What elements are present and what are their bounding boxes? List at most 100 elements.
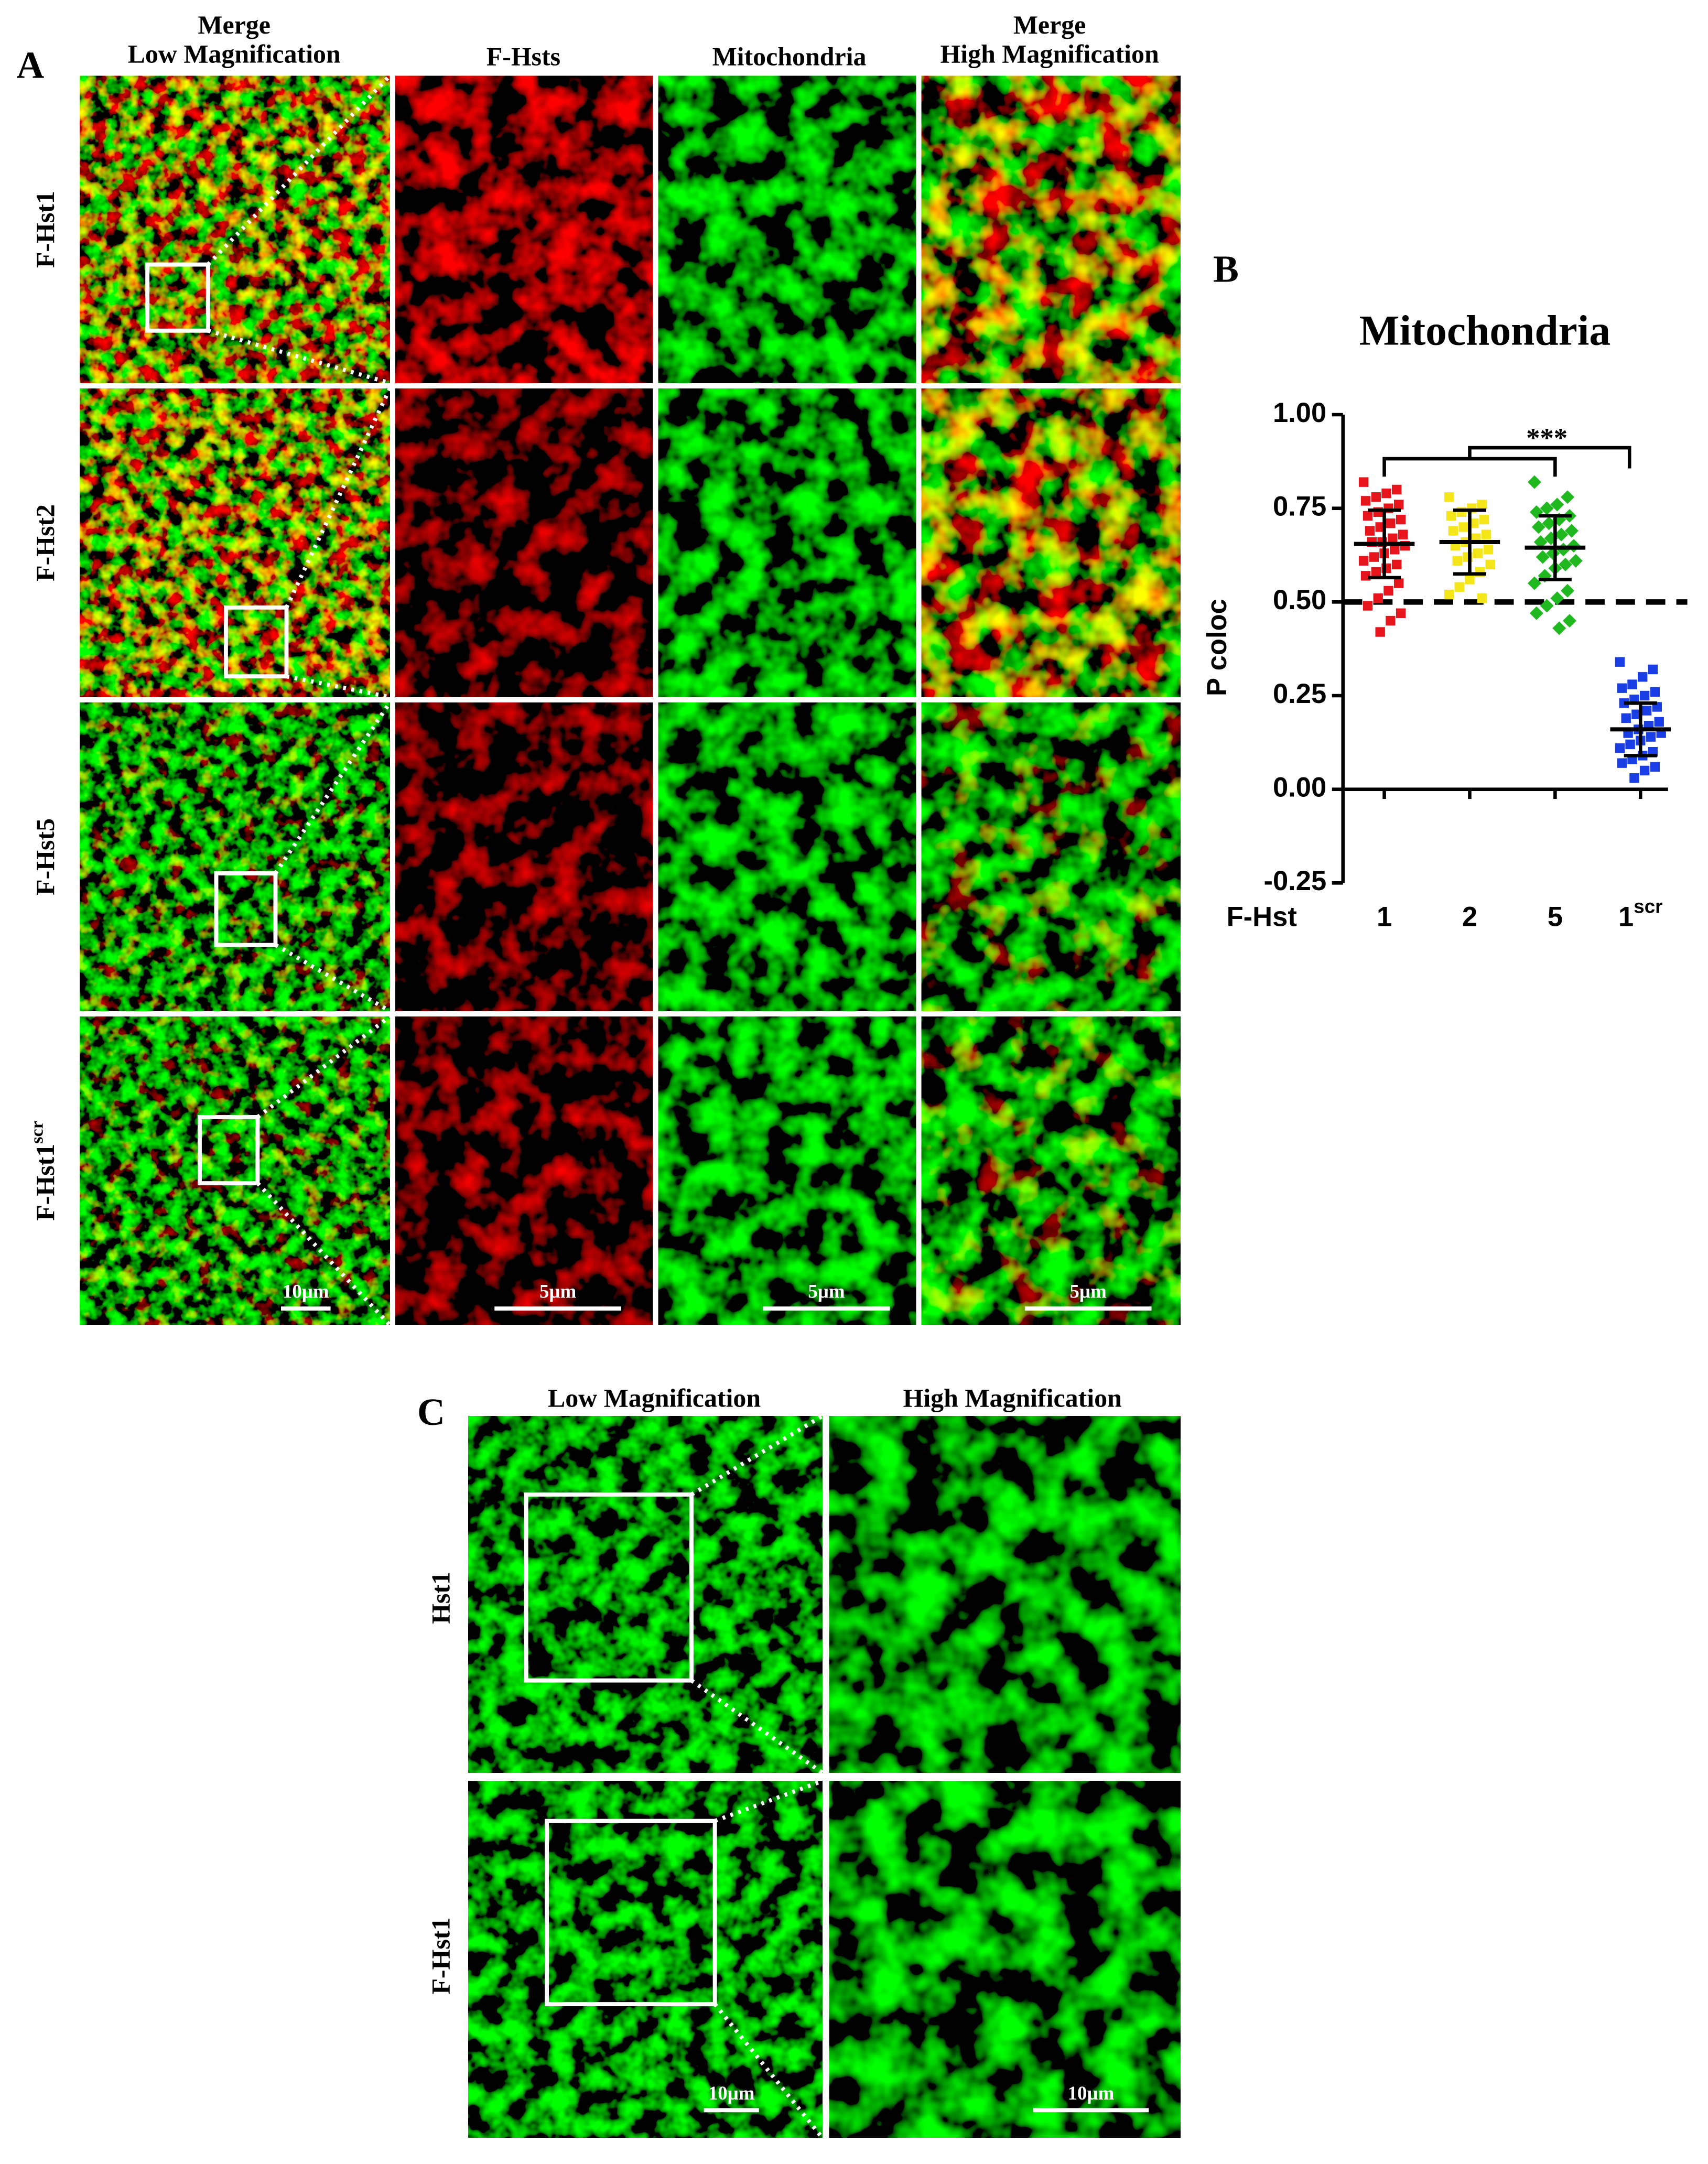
data-point — [1560, 583, 1575, 598]
data-point — [1481, 529, 1491, 539]
significance-label: *** — [1526, 423, 1568, 453]
zoom-guide — [274, 701, 392, 875]
scale-bar-label: 10µm — [708, 2082, 755, 2104]
data-point — [1559, 557, 1573, 571]
micrograph-signal — [80, 1016, 390, 1325]
x-axis-label: F-Hst — [1227, 902, 1297, 933]
data-point — [1650, 762, 1660, 772]
zoom-box — [145, 262, 210, 333]
column-header: Low Magnification — [548, 1384, 761, 1413]
column-header: High Magnification — [940, 39, 1159, 68]
panel-label: A — [16, 43, 44, 86]
data-point — [1485, 559, 1496, 570]
y-tick-label: 0.75 — [1273, 491, 1326, 522]
data-point — [1444, 589, 1454, 600]
data-point — [1371, 567, 1381, 577]
data-point — [1369, 552, 1379, 562]
column-header: Merge — [1013, 10, 1086, 39]
x-tick-label-text: 2 — [1462, 902, 1477, 933]
data-point — [1392, 484, 1402, 495]
micrograph-signal — [658, 1016, 916, 1325]
data-point — [1388, 533, 1398, 544]
data-point — [1363, 511, 1373, 521]
data-point — [1627, 679, 1637, 689]
micrograph-signal — [468, 1781, 823, 2138]
x-tick-label-text: 1 — [1618, 902, 1634, 933]
row-label-text: F-Hst5 — [31, 818, 60, 895]
micrograph-signal — [80, 702, 390, 1011]
data-point — [1452, 556, 1463, 566]
zoom-guide — [690, 1414, 824, 1497]
data-point — [1483, 545, 1494, 555]
zoom-guide — [286, 674, 391, 699]
x-tick-label: 2 — [1462, 902, 1477, 933]
data-point — [1615, 657, 1625, 667]
data-point — [1615, 743, 1625, 753]
panel-label: B — [1213, 247, 1239, 290]
data-point — [1363, 601, 1373, 611]
zoom-guide — [714, 1779, 823, 1823]
zoom-guide — [206, 74, 392, 266]
row-label: F-Hst1 — [31, 191, 60, 268]
micrograph-signal — [658, 702, 916, 1011]
column-header: High Magnification — [903, 1384, 1122, 1413]
zoom-guide — [256, 1015, 391, 1119]
panel-label: C — [417, 1390, 445, 1433]
data-point — [1527, 475, 1541, 489]
scale-bar-label: 10µm — [283, 1281, 329, 1302]
data-point — [1396, 514, 1406, 525]
row-label-sup: scr — [27, 1121, 47, 1144]
data-point — [1540, 599, 1554, 613]
row-label: Hst1 — [426, 1572, 455, 1624]
micrograph-signal — [829, 1416, 1181, 1773]
y-tick-label: 0.00 — [1273, 772, 1326, 803]
x-tick-label-text: 1 — [1377, 902, 1392, 933]
data-point — [1458, 522, 1468, 532]
micrograph-signal — [395, 702, 653, 1011]
zoom-box — [223, 605, 289, 679]
data-point — [1646, 732, 1656, 742]
scale-bar-label: 5µm — [808, 1281, 845, 1302]
zoom-guide — [713, 2003, 824, 2139]
data-point — [1381, 488, 1391, 499]
micrograph-signal — [921, 75, 1181, 383]
significance-bracket — [1382, 446, 1631, 477]
data-point — [1639, 765, 1650, 776]
data-point — [1654, 717, 1664, 727]
zoom-box — [545, 1819, 717, 2006]
data-point — [1390, 545, 1400, 555]
data-point — [1529, 606, 1543, 620]
x-tick-label-sup: scr — [1634, 895, 1662, 917]
zoom-guide — [690, 1679, 824, 1775]
data-point — [1617, 758, 1627, 768]
micrograph-signal — [921, 388, 1181, 697]
zoom-box — [198, 1115, 260, 1186]
micrograph-signal — [829, 1781, 1181, 2138]
data-point — [1531, 520, 1545, 534]
column-header: Low Magnification — [128, 39, 341, 68]
data-point — [1533, 535, 1548, 549]
data-point — [1540, 501, 1554, 515]
y-tick-label: 0.50 — [1273, 585, 1326, 615]
data-point — [1477, 593, 1487, 603]
zoom-guide — [207, 328, 391, 385]
micrograph-signal — [658, 388, 916, 697]
data-point — [1650, 687, 1660, 697]
micrograph-signal — [80, 75, 390, 383]
data-point — [1383, 586, 1393, 596]
x-tick-label: 1scr — [1618, 895, 1662, 932]
column-header: Mitochondria — [712, 42, 867, 71]
micrograph-signal — [658, 75, 916, 383]
data-point — [1386, 518, 1396, 528]
x-tick-label-text: 5 — [1548, 902, 1563, 933]
data-point — [1373, 593, 1383, 603]
micrograph-signal — [395, 75, 653, 383]
y-axis-label: P coloc — [1202, 599, 1233, 696]
data-point — [1479, 514, 1489, 525]
y-tick-label: 1.00 — [1273, 397, 1326, 428]
data-point — [1393, 500, 1404, 510]
scale-bar-label: 10µm — [1068, 2082, 1115, 2104]
row-label: F-Hst1scr — [27, 1121, 60, 1221]
